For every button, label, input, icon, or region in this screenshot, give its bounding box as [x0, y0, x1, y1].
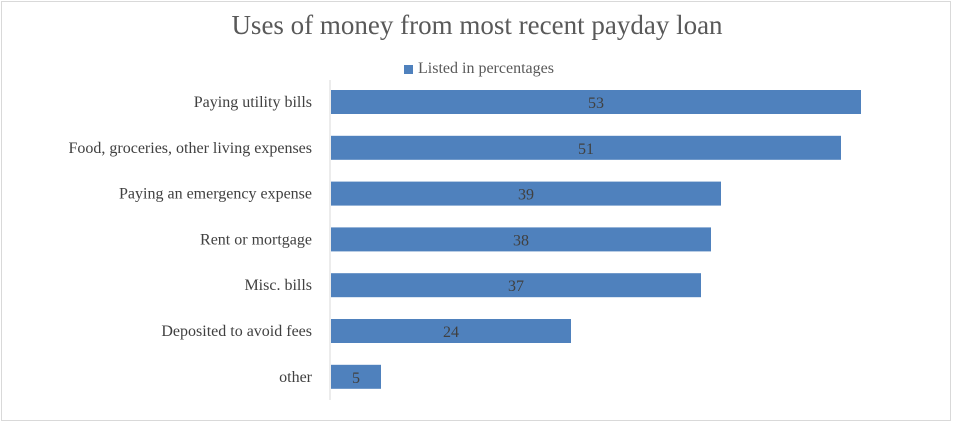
- data-label: 38: [513, 232, 529, 249]
- legend: Listed in percentages: [404, 60, 554, 78]
- data-label: 37: [508, 278, 524, 295]
- category-label: Food, groceries, other living expenses: [69, 140, 313, 157]
- bar: [331, 90, 861, 114]
- bar: [331, 364, 381, 389]
- bar: [331, 319, 571, 343]
- category-label: Deposited to avoid fees: [161, 323, 312, 340]
- category-label: Rent or mortgage: [200, 231, 312, 248]
- bar: [331, 273, 701, 298]
- data-label: 39: [518, 187, 534, 204]
- legend-label: Listed in percentages: [418, 60, 554, 77]
- data-label: 24: [443, 324, 459, 341]
- data-label: 53: [588, 95, 604, 112]
- data-label: 5: [352, 370, 360, 387]
- legend-swatch: [404, 64, 413, 74]
- bar: [331, 135, 841, 160]
- category-label: other: [279, 369, 313, 386]
- category-label: Paying utility bills: [194, 94, 312, 111]
- category-label: Paying an emergency expense: [119, 186, 312, 203]
- bar: [331, 181, 721, 206]
- chart-title: Uses of money from most recent payday lo…: [231, 10, 723, 40]
- data-label: 51: [578, 141, 594, 158]
- bar: [331, 227, 711, 252]
- category-label: Misc. bills: [244, 277, 312, 294]
